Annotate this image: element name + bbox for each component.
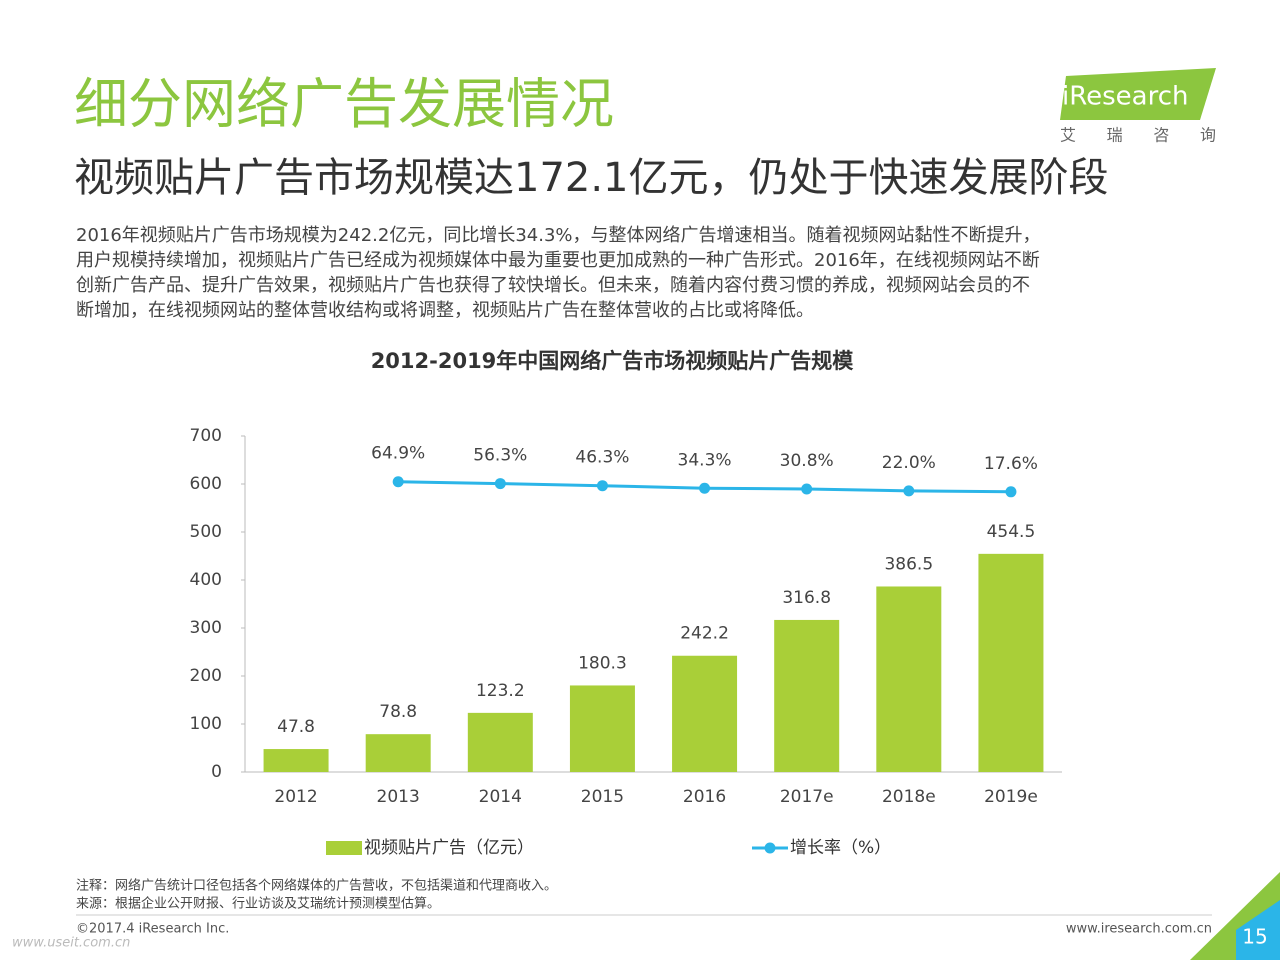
- website: www.iresearch.com.cn: [1066, 922, 1212, 937]
- paragraph-line: 创新广告产品、提升广告效果，视频贴片广告也获得了较快增长。但未来，随着内容付费习…: [76, 275, 1030, 296]
- growth-point: [1005, 486, 1017, 498]
- x-tick-label: 2018e: [882, 787, 936, 807]
- data-label: 56.3%: [473, 446, 527, 466]
- paragraph-line: 2016年视频贴片广告市场规模为242.2亿元，同比增长34.3%，与整体网络广…: [76, 225, 1041, 246]
- logo-shape: [1060, 68, 1216, 120]
- data-label: 64.9%: [371, 444, 425, 464]
- data-label: 123.2: [476, 681, 525, 701]
- x-tick-label: 2017e: [780, 787, 834, 807]
- paragraph: 2016年视频贴片广告市场规模为242.2亿元，同比增长34.3%，与整体网络广…: [76, 225, 1041, 321]
- growth-point: [801, 483, 813, 495]
- data-label: 316.8: [782, 588, 831, 608]
- bar: [672, 655, 738, 772]
- page-number: 15: [1242, 925, 1267, 949]
- watermark: www.useit.com.cn: [12, 936, 130, 951]
- bar: [569, 685, 635, 772]
- x-tick-label: 2013: [377, 787, 420, 807]
- bar: [774, 619, 840, 772]
- data-label: 17.6%: [984, 454, 1038, 474]
- bar: [876, 586, 942, 772]
- data-label: 34.3%: [678, 450, 732, 470]
- y-tick-label: 0: [211, 762, 222, 782]
- growth-point: [494, 478, 506, 490]
- growth-point: [903, 485, 915, 497]
- x-tick-label: 2014: [479, 787, 522, 807]
- data-label: 47.8: [277, 717, 315, 737]
- legend-label: 增长率（%）: [790, 838, 891, 858]
- data-label: 78.8: [379, 702, 417, 722]
- note: 注释：网络广告统计口径包括各个网络媒体的广告营收，不包括渠道和代理商收入。: [76, 878, 557, 894]
- y-tick-label: 100: [190, 714, 222, 734]
- growth-point: [596, 480, 608, 492]
- data-label: 46.3%: [575, 448, 629, 468]
- x-tick-label: 2019e: [984, 787, 1038, 807]
- x-tick-label: 2015: [581, 787, 624, 807]
- data-label: 386.5: [884, 554, 933, 574]
- growth-point: [699, 482, 711, 494]
- slide-title: 细分网络广告发展情况: [74, 73, 614, 136]
- logo-text: iResearch: [1062, 82, 1188, 112]
- y-tick-label: 400: [190, 570, 222, 590]
- y-tick-label: 200: [190, 666, 222, 686]
- y-tick-label: 300: [190, 618, 222, 638]
- logo-chinese: 艾 瑞 咨 询: [1060, 126, 1216, 145]
- data-label: 30.8%: [780, 451, 834, 471]
- bar: [365, 734, 431, 772]
- notes: 注释：网络广告统计口径包括各个网络媒体的广告营收，不包括渠道和代理商收入。 来源…: [76, 878, 557, 912]
- chart-title: 2012-2019年中国网络广告市场视频贴片广告规模: [371, 349, 855, 373]
- copyright: ©2017.4 iResearch Inc.: [76, 922, 229, 937]
- legend-label: 视频贴片广告（亿元）: [364, 838, 534, 858]
- slide-subtitle: 视频贴片广告市场规模达172.1亿元，仍处于快速发展阶段: [74, 155, 1109, 201]
- data-label: 454.5: [987, 522, 1036, 542]
- paragraph-line: 用户规模持续增加，视频贴片广告已经成为视频媒体中最为重要也更加成熟的一种广告形式…: [76, 250, 1040, 271]
- paragraph-line: 断增加，在线视频网站的整体营收结构或将调整，视频贴片广告在整体营收的占比或将降低…: [76, 300, 814, 321]
- y-tick-label: 500: [190, 522, 222, 542]
- bar: [978, 553, 1044, 772]
- note: 来源：根据企业公开财报、行业访谈及艾瑞统计预测模型估算。: [76, 896, 440, 912]
- x-tick-label: 2016: [683, 787, 726, 807]
- data-label: 242.2: [680, 624, 729, 644]
- legend-swatch: [326, 841, 362, 855]
- bar: [467, 712, 533, 772]
- y-tick-label: 600: [190, 474, 222, 494]
- legend-swatch: [764, 842, 776, 854]
- growth-point: [392, 476, 404, 488]
- data-label: 180.3: [578, 653, 627, 673]
- x-tick-label: 2012: [274, 787, 317, 807]
- data-label: 22.0%: [882, 453, 936, 473]
- bar: [263, 749, 329, 772]
- y-tick-label: 700: [190, 426, 222, 446]
- corner-blue: [1236, 900, 1280, 960]
